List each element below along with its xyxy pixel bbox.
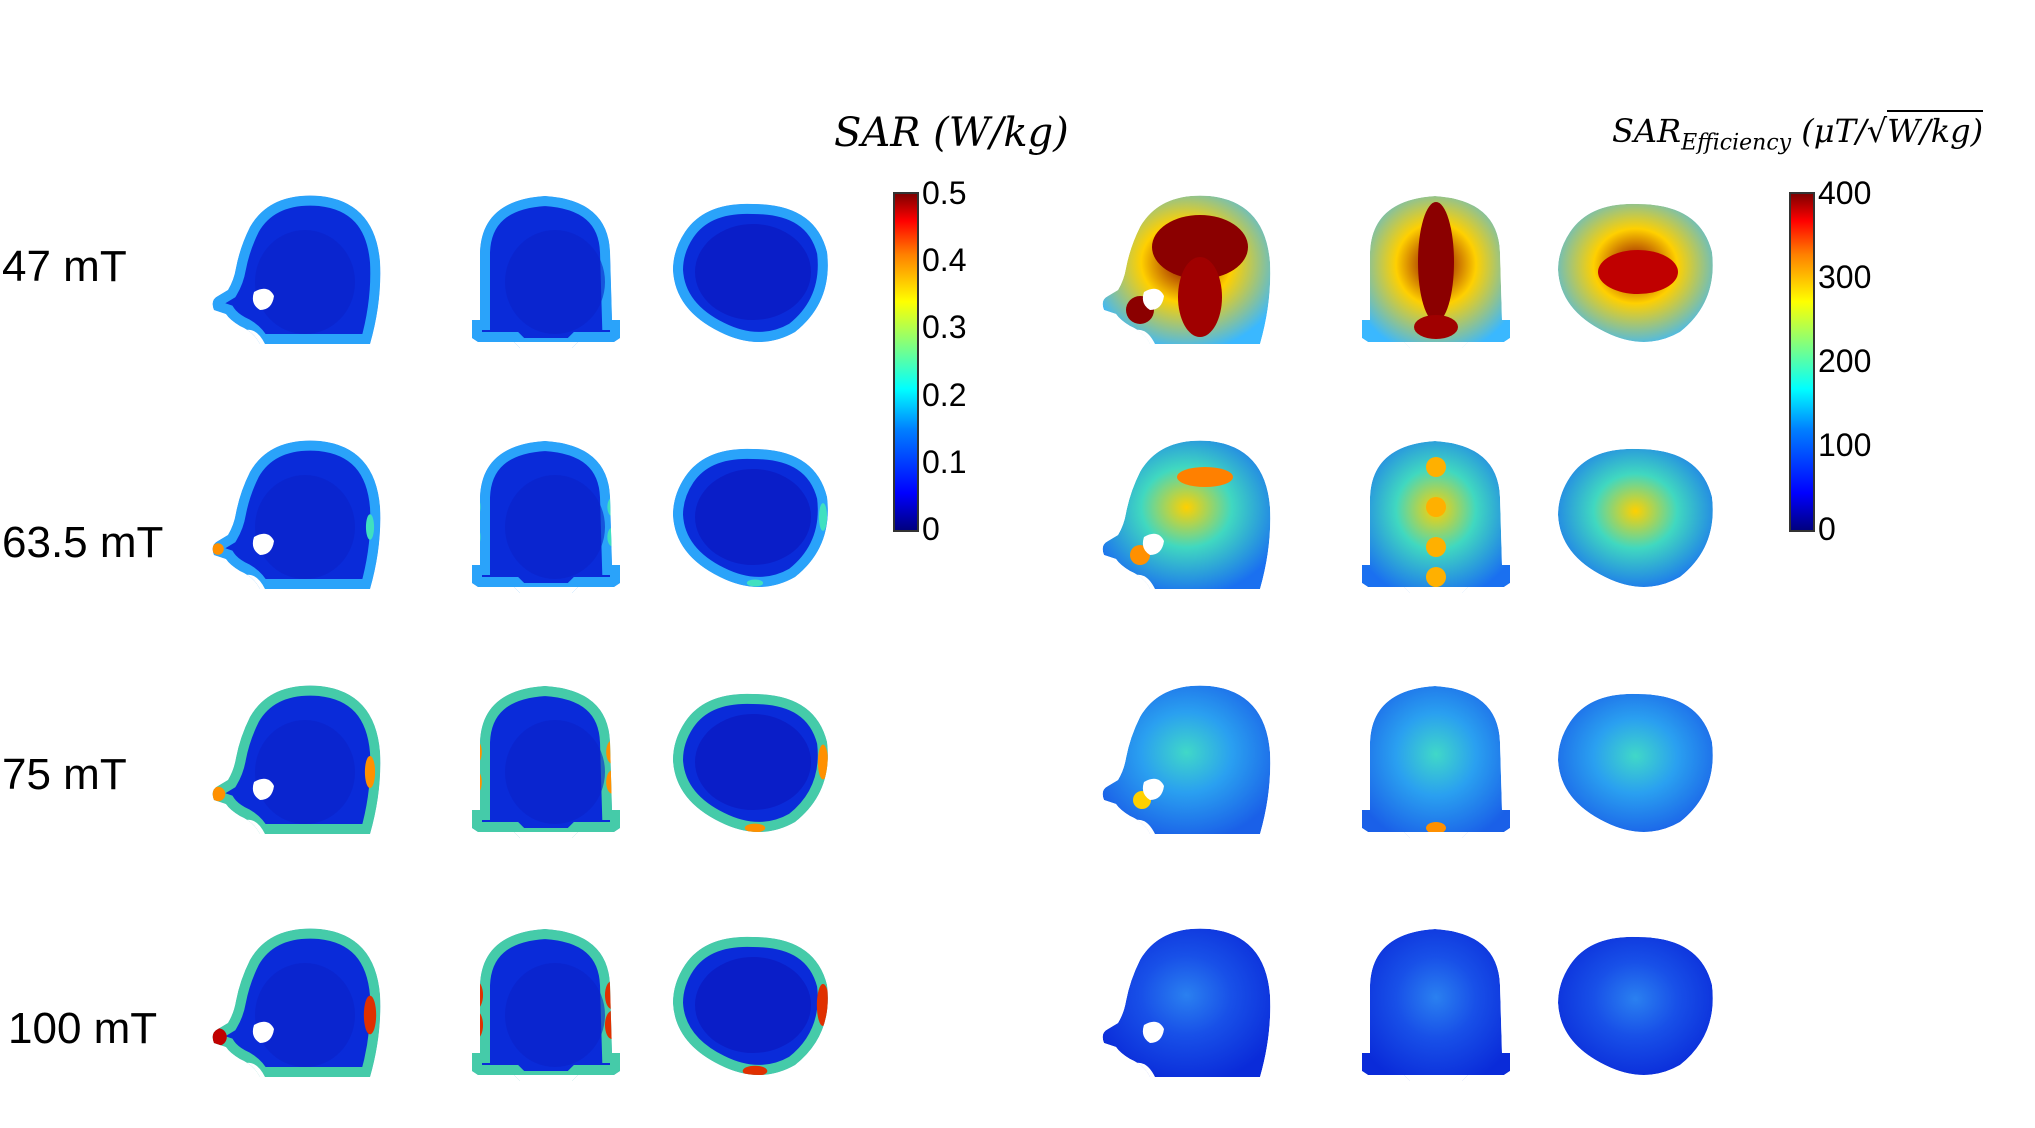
efficiency-title-unit-a: (μT/ xyxy=(1801,112,1867,150)
sar-sagittal-map xyxy=(212,685,381,835)
efficiency-sagittal-map xyxy=(1102,685,1271,834)
sar-tick-label: 0.1 xyxy=(922,443,967,480)
sar-tick-label: 0.4 xyxy=(922,242,967,279)
row-label-75mT: 75 mT xyxy=(2,750,127,799)
efficiency-tick-label: 0 xyxy=(1818,511,1836,547)
efficiency-axial-map xyxy=(1558,693,1713,832)
sar-coronal-map xyxy=(472,929,620,1081)
sar-title-main: SAR xyxy=(834,110,921,156)
row-label-47mT: 47 mT xyxy=(2,242,127,291)
efficiency-axial-map xyxy=(1558,936,1713,1075)
efficiency-tick-label: 200 xyxy=(1818,343,1872,379)
efficiency-coronal-map xyxy=(1362,196,1510,348)
sar-sagittal-map xyxy=(212,195,381,345)
efficiency-coronal-map xyxy=(1362,441,1510,593)
sar-axial-map xyxy=(673,203,828,342)
sar-tick-label: 0.3 xyxy=(922,309,967,346)
sar-coronal-map xyxy=(472,686,620,838)
efficiency-coronal-map xyxy=(1362,929,1510,1081)
efficiency-sagittal-map xyxy=(1102,928,1271,1077)
efficiency-sagittal-map xyxy=(1102,195,1271,344)
sar-tick-label: 0.2 xyxy=(922,376,967,413)
sar-sagittal-map xyxy=(212,440,381,590)
sar-axial-map xyxy=(673,936,828,1075)
sar-coronal-map xyxy=(472,441,620,593)
sar-title-unit: (W/kg) xyxy=(933,110,1069,156)
sar-tick-label: 0 xyxy=(922,511,940,547)
sar-axial-map xyxy=(673,693,828,832)
efficiency-colorbar-title: SAREfficiency (μT/√W/kg) xyxy=(1612,110,1984,156)
efficiency-axial-map xyxy=(1558,448,1713,587)
efficiency-tick-label: 100 xyxy=(1818,427,1872,463)
row-label-63mT: 63.5 mT xyxy=(2,518,164,567)
efficiency-tick-label: 400 xyxy=(1818,175,1872,211)
sar-sagittal-map xyxy=(212,928,381,1078)
efficiency-title-sub: Efficiency xyxy=(1681,130,1792,156)
sar-colorbar-title: SAR (W/kg) xyxy=(834,110,1069,156)
sar-axial-map xyxy=(673,448,828,587)
sar-coronal-map xyxy=(472,196,620,348)
efficiency-tick-label: 300 xyxy=(1818,259,1872,295)
sar-colorbar xyxy=(893,192,919,532)
efficiency-coronal-map xyxy=(1362,686,1510,838)
sar-tick-label: 0.5 xyxy=(922,175,967,211)
efficiency-sagittal-map xyxy=(1102,440,1271,589)
row-label-100mT: 100 mT xyxy=(8,1004,158,1053)
efficiency-axial-map xyxy=(1558,203,1713,342)
efficiency-title-unit-b: W/kg) xyxy=(1887,110,1984,150)
efficiency-title-main: SAR xyxy=(1612,112,1682,150)
efficiency-colorbar xyxy=(1789,192,1815,532)
sqrt-icon: √ xyxy=(1866,112,1888,150)
